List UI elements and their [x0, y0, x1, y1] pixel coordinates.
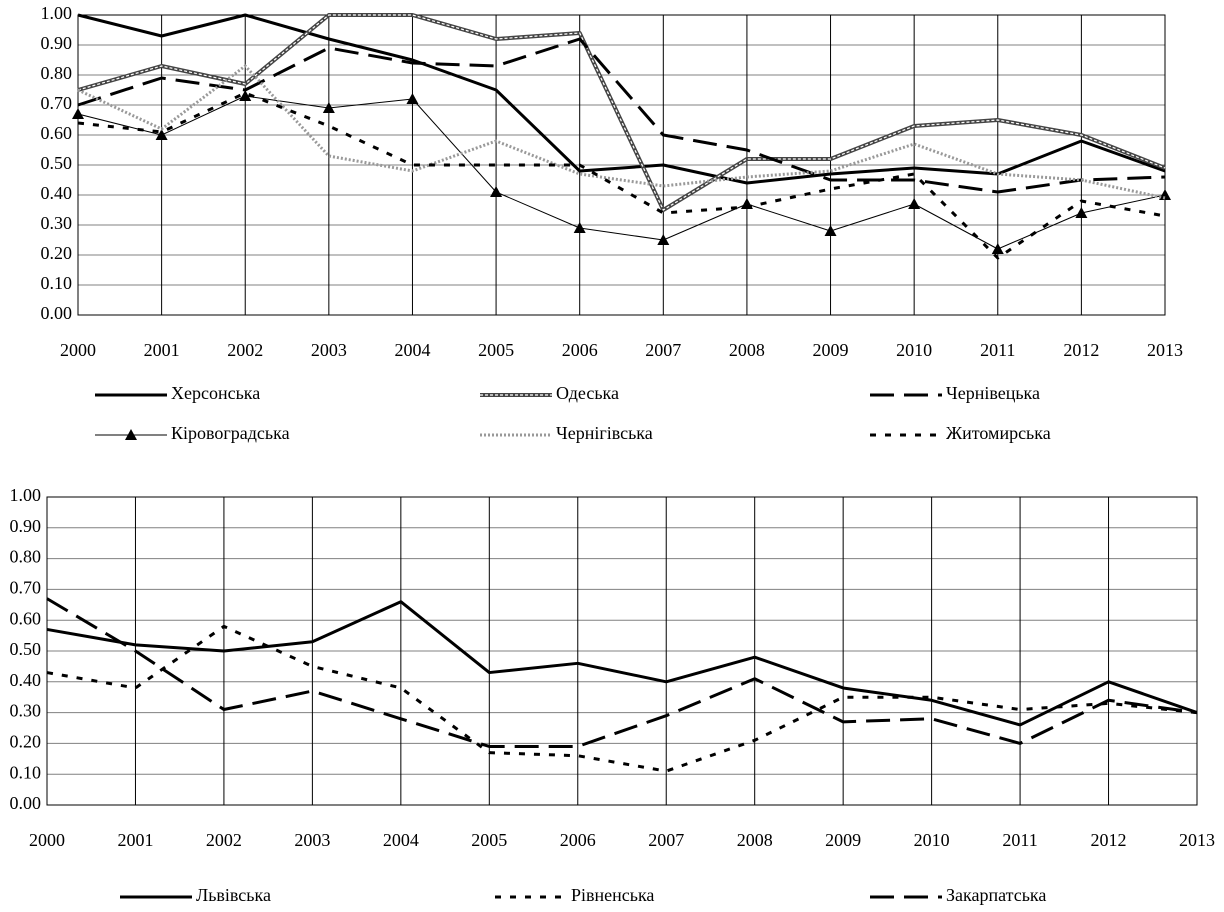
y-tick-label: 0.60: [41, 123, 73, 143]
x-tick-label: 2010: [896, 340, 932, 360]
x-tick-label: 2001: [144, 340, 180, 360]
y-tick-label: 0.80: [41, 63, 73, 83]
marker: [908, 198, 921, 209]
x-tick-label: 2000: [60, 340, 96, 360]
marker: [657, 234, 670, 245]
x-tick-label: 2004: [383, 830, 419, 850]
marker: [1075, 207, 1088, 218]
y-tick-label: 0.20: [41, 243, 73, 263]
x-tick-label: 2005: [471, 830, 507, 850]
plot-border: [46, 496, 1198, 806]
y-tick-label: 1.00: [41, 3, 73, 23]
y-tick-label: 0.90: [41, 33, 73, 53]
legend-label: Одеська: [556, 383, 619, 403]
x-tick-label: 2008: [729, 340, 765, 360]
marker: [322, 102, 335, 113]
y-tick-label: 0.20: [10, 732, 42, 752]
marker: [239, 90, 252, 101]
y-tick-label: 0.40: [10, 670, 42, 690]
marker: [573, 222, 586, 233]
series-line: [46, 597, 1198, 748]
x-tick-label: 2009: [825, 830, 861, 850]
x-tick-label: 2012: [1091, 830, 1127, 850]
x-tick-label: 2003: [294, 830, 330, 850]
marker: [72, 108, 84, 119]
marker: [991, 243, 1004, 254]
y-tick-label: 0.50: [10, 639, 42, 659]
legend-label: Житомирська: [946, 423, 1051, 443]
series-line: [77, 95, 1166, 250]
legend-marker: [125, 429, 137, 440]
x-tick-label: 2001: [117, 830, 153, 850]
series-line: [77, 64, 1166, 200]
legend-label: Львівська: [196, 885, 271, 905]
y-tick-label: 0.10: [41, 273, 73, 293]
y-tick-label: 0.80: [10, 547, 42, 567]
y-tick-label: 0.60: [10, 608, 42, 628]
legend-label: Закарпатська: [946, 885, 1046, 905]
x-tick-label: 2013: [1147, 340, 1183, 360]
series-line: [46, 600, 1198, 727]
x-tick-label: 2008: [737, 830, 773, 850]
plot-border: [77, 14, 1166, 316]
y-tick-label: 0.70: [41, 93, 73, 113]
marker: [824, 225, 837, 236]
y-tick-label: 1.00: [10, 485, 42, 505]
series-line: [46, 624, 1198, 773]
x-tick-label: 2006: [560, 830, 596, 850]
x-tick-label: 2002: [227, 340, 263, 360]
x-tick-label: 2010: [914, 830, 950, 850]
y-tick-label: 0.50: [41, 153, 73, 173]
marker: [490, 186, 503, 197]
y-tick-label: 0.00: [41, 303, 73, 323]
x-tick-label: 2002: [206, 830, 242, 850]
series-line-inner: [77, 14, 1166, 211]
x-tick-label: 2009: [813, 340, 849, 360]
x-tick-label: 2007: [645, 340, 681, 360]
x-tick-label: 2000: [29, 830, 65, 850]
y-tick-label: 0.10: [10, 762, 42, 782]
y-tick-label: 0.30: [10, 701, 42, 721]
x-tick-label: 2007: [648, 830, 684, 850]
y-tick-label: 0.30: [41, 213, 73, 233]
marker: [406, 93, 419, 104]
legend-label: Херсонська: [171, 383, 260, 403]
series-line: [77, 13, 1166, 185]
x-tick-label: 2011: [980, 340, 1015, 360]
x-tick-label: 2004: [394, 340, 430, 360]
x-tick-label: 2006: [562, 340, 598, 360]
x-tick-label: 2013: [1179, 830, 1215, 850]
y-tick-label: 0.70: [10, 578, 42, 598]
x-tick-label: 2005: [478, 340, 514, 360]
series-line: [77, 91, 1166, 260]
series-line: [77, 37, 1166, 194]
x-tick-label: 2003: [311, 340, 347, 360]
y-tick-label: 0.90: [10, 516, 42, 536]
legend-label: Кіровоградська: [171, 423, 290, 443]
x-tick-label: 2012: [1063, 340, 1099, 360]
legend-label: Чернівецька: [946, 383, 1040, 403]
x-tick-label: 2011: [1002, 830, 1037, 850]
y-tick-label: 0.40: [41, 183, 73, 203]
y-tick-label: 0.00: [10, 793, 42, 813]
marker: [155, 129, 168, 140]
legend-label: Чернігівська: [556, 423, 653, 443]
legend-label: Рівненська: [571, 885, 654, 905]
marker: [1159, 189, 1171, 200]
